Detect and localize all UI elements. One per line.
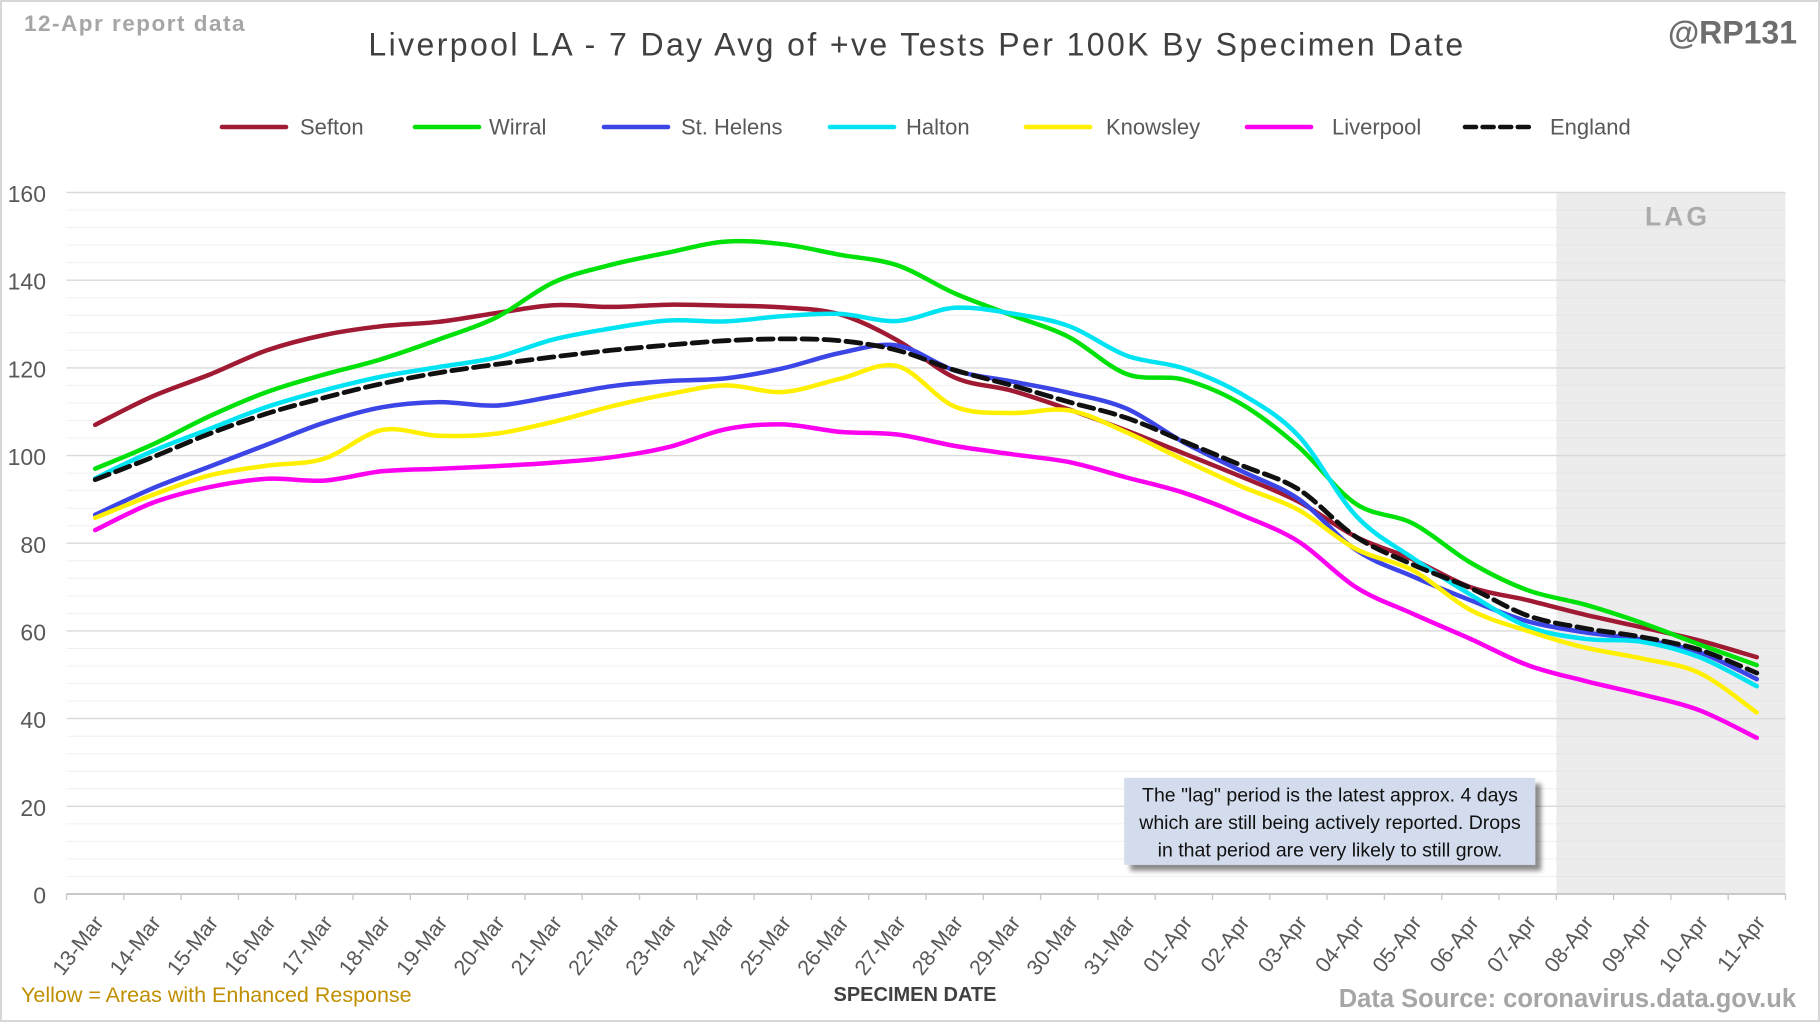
svg-text:St. Helens: St. Helens [681, 115, 783, 140]
svg-text:0: 0 [33, 883, 46, 909]
svg-text:140: 140 [8, 269, 46, 295]
svg-text:Data Source: coronavirus.data.: Data Source: coronavirus.data.gov.uk [1339, 985, 1797, 1013]
svg-text:England: England [1550, 115, 1631, 140]
svg-text:Sefton: Sefton [300, 115, 364, 140]
svg-text:Knowsley: Knowsley [1106, 115, 1200, 140]
svg-text:Wirral: Wirral [489, 115, 546, 140]
svg-text:40: 40 [20, 707, 46, 733]
svg-text:SPECIMEN DATE: SPECIMEN DATE [834, 984, 997, 1006]
svg-text:The "lag" period is the latest: The "lag" period is the latest approx. 4… [1142, 785, 1518, 807]
svg-text:Liverpool: Liverpool [1332, 115, 1421, 140]
svg-text:in that period are very likely: in that period are very likely to still … [1158, 840, 1503, 862]
svg-text:@RP131: @RP131 [1668, 15, 1797, 51]
svg-text:60: 60 [20, 619, 46, 645]
svg-text:LAG: LAG [1645, 202, 1710, 232]
svg-text:Yellow = Areas with Enhanced R: Yellow = Areas with Enhanced Response [21, 983, 412, 1007]
svg-text:120: 120 [8, 356, 46, 382]
svg-text:12-Apr report data: 12-Apr report data [24, 11, 246, 36]
svg-text:20: 20 [20, 795, 46, 821]
svg-text:80: 80 [20, 532, 46, 558]
svg-text:100: 100 [8, 444, 46, 470]
svg-text:Liverpool LA - 7 Day Avg of +v: Liverpool LA - 7 Day Avg of +ve Tests Pe… [368, 27, 1465, 63]
svg-text:which are still being actively: which are still being actively reported.… [1138, 812, 1521, 834]
svg-text:Halton: Halton [906, 115, 970, 140]
svg-text:160: 160 [8, 181, 46, 207]
